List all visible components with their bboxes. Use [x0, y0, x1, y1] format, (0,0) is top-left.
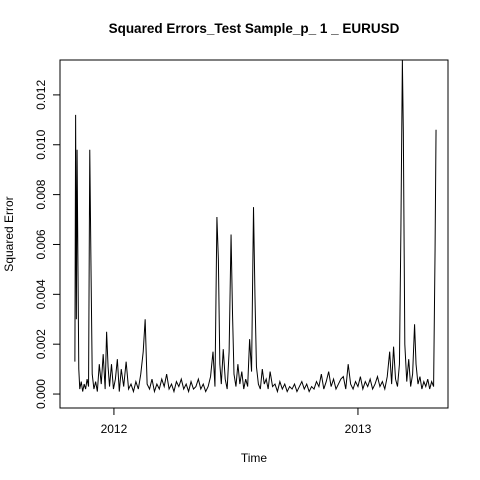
y-tick-label: 0.008	[34, 179, 48, 209]
x-axis-label: Time	[241, 451, 268, 465]
y-tick-label: 0.010	[34, 129, 48, 159]
y-tick-label: 0.002	[34, 329, 48, 359]
y-tick-label: 0.006	[34, 229, 48, 259]
y-tick-label: 0.012	[34, 80, 48, 110]
data-line	[74, 59, 437, 394]
x-tick-label: 2013	[345, 422, 372, 436]
x-tick-label: 2012	[101, 422, 128, 436]
y-axis-label: Squared Error	[2, 196, 16, 271]
chart-title: Squared Errors_Test Sample_p_ 1 _ EURUSD	[109, 21, 400, 36]
y-tick-label: 0.004	[34, 279, 48, 309]
y-tick-label: 0.000	[34, 379, 48, 409]
plot-box	[59, 59, 449, 409]
